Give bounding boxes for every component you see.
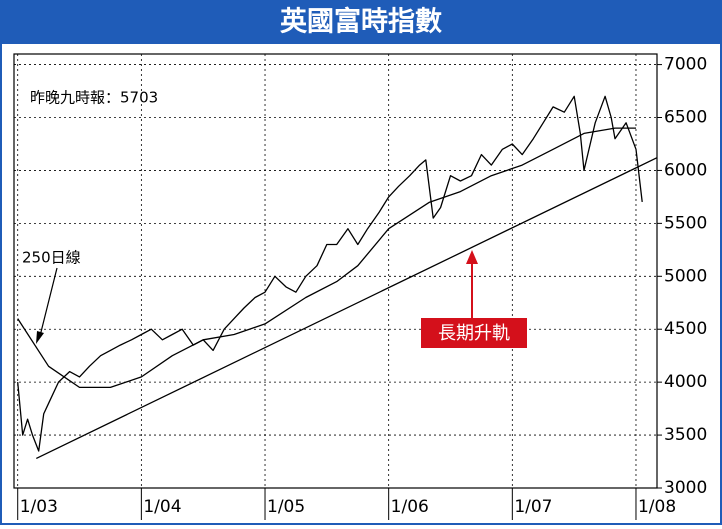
x-tick-label: 1/04 [143,497,181,517]
title-bar [0,0,722,44]
y-tick-label: 5500 [664,213,707,233]
trend-label: 長期升軌 [438,323,510,344]
y-tick-label: 6500 [664,108,707,128]
x-tick-label: 1/08 [638,497,676,517]
x-tick-label: 1/07 [514,497,552,517]
chart-title: 英國富時指數 [280,6,442,38]
x-tick-label: 1/06 [391,497,429,517]
lines [17,95,658,459]
plot-area [13,53,658,489]
y-tick-label: 3000 [664,478,707,498]
ma-arrow [39,267,58,337]
grid [14,54,662,520]
series-line [17,95,643,452]
x-tick-label: 1/05 [267,497,305,517]
latest-note: 昨晚九時報：5703 [30,89,158,107]
y-tick-label: 3500 [664,425,707,445]
series-line [36,157,658,459]
y-tick-label: 6000 [664,160,707,180]
y-tick-label: 7000 [664,55,707,75]
ma-arrow-head [36,331,44,344]
x-tick-label: 1/03 [20,497,58,517]
y-tick-label: 4000 [664,372,707,392]
y-tick-label: 4500 [664,319,707,339]
series-line [17,127,636,389]
trend-label-box [421,318,527,348]
ma-label: 250日線 [22,249,81,267]
trend-arrow-head [466,250,478,264]
y-tick-label: 5000 [664,266,707,286]
